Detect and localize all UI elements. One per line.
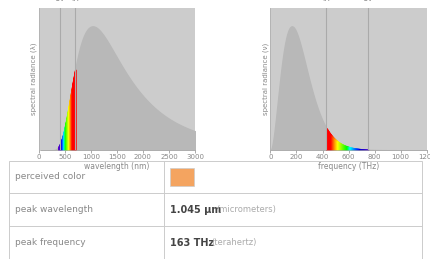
Text: peak frequency: peak frequency	[15, 238, 86, 247]
Text: (terahertz): (terahertz)	[210, 238, 255, 247]
Text: peak wavelength: peak wavelength	[15, 205, 93, 214]
X-axis label: frequency (THz): frequency (THz)	[317, 162, 378, 171]
Text: 1.045 μm: 1.045 μm	[170, 205, 221, 215]
X-axis label: wavelength (nm): wavelength (nm)	[84, 162, 149, 171]
Text: (micrometers): (micrometers)	[215, 205, 275, 214]
Text: 163 THz: 163 THz	[170, 238, 214, 248]
Text: perceived color: perceived color	[15, 172, 85, 182]
Text: UV: UV	[362, 0, 373, 3]
Text: UV: UV	[54, 0, 65, 3]
Text: IR: IR	[71, 0, 79, 3]
Text: IR: IR	[322, 0, 329, 3]
Y-axis label: spectral radiance (ν): spectral radiance (ν)	[262, 43, 268, 115]
Y-axis label: spectral radiance (λ): spectral radiance (λ)	[31, 43, 37, 115]
